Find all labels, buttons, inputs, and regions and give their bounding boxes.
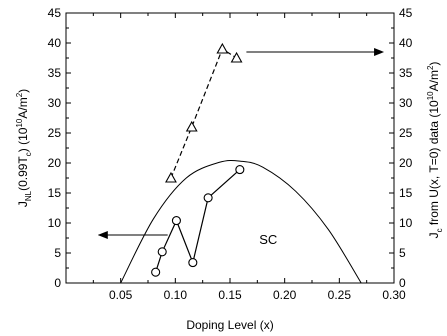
y-left-tick-label: 35 xyxy=(48,66,62,80)
y-left-tick-label: 5 xyxy=(54,246,61,260)
annotation-layer: SC xyxy=(97,48,385,247)
y-axis-right-ticks: 0 5 10 15 20 25 30 35 40 45 xyxy=(389,6,413,290)
circle-series-line xyxy=(155,169,241,273)
x-tick-label: 0.05 xyxy=(109,288,133,302)
circle-data-point xyxy=(188,258,198,268)
y-axis-left-label: JNL(0.99Tc) (1010A/m2) xyxy=(15,89,33,207)
y-right-tick-label: 0 xyxy=(399,276,406,290)
y-left-tick-label: 20 xyxy=(48,156,62,170)
y-left-tick-label: 40 xyxy=(48,36,62,50)
y-axis-right-label: Jc from U(x, T=0) data (1010A/m2) xyxy=(426,62,444,239)
y-left-tick-label: 0 xyxy=(54,276,61,290)
triangle-data-point xyxy=(230,51,243,63)
x-axis-label: Doping Level (x) xyxy=(186,318,273,332)
x-axis-ticks: 0.05 0.10 0.15 0.20 0.25 0.30 xyxy=(92,13,406,302)
y-left-tick-label: 10 xyxy=(48,216,62,230)
y-left-tick-label: 30 xyxy=(48,96,62,110)
y-right-tick-label: 30 xyxy=(399,96,413,110)
triangle-series-line xyxy=(170,48,237,179)
y-right-tick-label: 25 xyxy=(399,126,413,140)
y-left-tick-label: 15 xyxy=(48,186,62,200)
x-tick-label: 0.15 xyxy=(218,288,242,302)
y-right-tick-label: 45 xyxy=(399,6,413,20)
x-tick-label: 0.30 xyxy=(382,288,406,302)
y-right-tick-label: 10 xyxy=(399,216,413,230)
circle-data-point xyxy=(157,247,167,257)
triangle-data-point xyxy=(185,120,198,132)
y-axis-left-ticks: 0 5 10 15 20 25 30 35 40 45 xyxy=(48,6,71,290)
x-tick-label: 0.10 xyxy=(164,288,188,302)
y-left-tick-label: 45 xyxy=(48,6,62,20)
circle-data-point xyxy=(203,193,213,203)
y-right-tick-label: 40 xyxy=(399,36,413,50)
triangle-data-point xyxy=(165,171,177,183)
series-layer xyxy=(120,42,362,284)
y-right-tick-label: 35 xyxy=(399,66,413,80)
sc-dome-curve xyxy=(120,159,362,284)
x-tick-label: 0.20 xyxy=(273,288,297,302)
circle-data-point xyxy=(235,165,245,175)
y-left-tick-label: 25 xyxy=(48,126,62,140)
sc-label: SC xyxy=(259,232,277,247)
y-right-tick-label: 15 xyxy=(399,186,413,200)
circle-data-point xyxy=(171,216,181,226)
y-right-tick-label: 5 xyxy=(399,246,406,260)
x-tick-label: 0.25 xyxy=(328,288,352,302)
circle-data-point xyxy=(151,267,161,277)
y-right-tick-label: 20 xyxy=(399,156,413,170)
triangle-data-point xyxy=(216,42,229,54)
